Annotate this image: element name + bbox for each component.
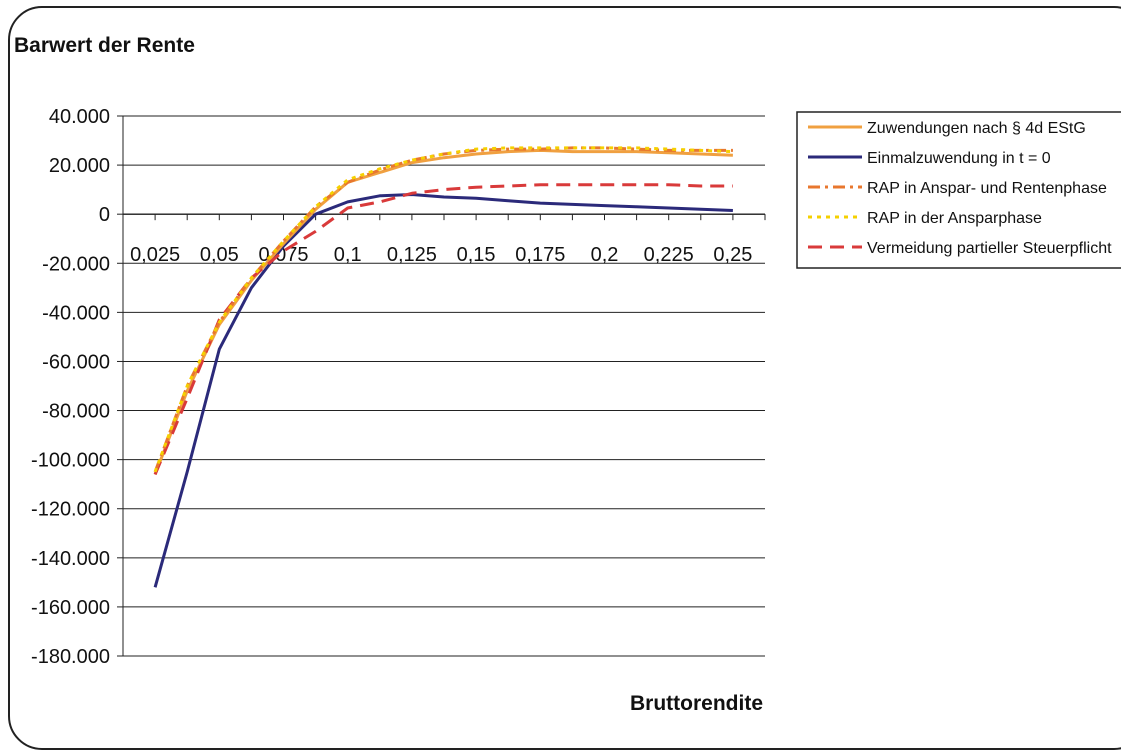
y-tick-label: -120.000: [31, 499, 110, 521]
y-tick-label: -100.000: [31, 450, 110, 472]
legend-label-4: RAP in der Ansparphase: [867, 210, 1042, 227]
x-tick-label: 0,175: [515, 244, 565, 266]
chart-title: Barwert der Rente: [14, 34, 195, 57]
x-tick-label: 0,1: [334, 244, 362, 266]
y-tick-label: 40.000: [49, 106, 110, 128]
y-tick-label: -20.000: [42, 253, 110, 275]
y-axis-labels: 40.000 20.000 0 -20.000 -40.000 -60.000 -80.00…: [31, 106, 110, 668]
x-axis-title: Bruttorendite: [630, 692, 763, 715]
series-line-1: [153, 148, 733, 475]
x-tick-label: 0,225: [644, 244, 694, 266]
y-tick-label: -180.000: [31, 646, 110, 668]
x-tick-label: 0,025: [130, 244, 180, 266]
legend-label-2: Einmalzuwendung in t = 0: [867, 150, 1051, 167]
legend-label-5: Vermeidung partieller Steuerpflicht: [867, 240, 1112, 257]
x-tick-label: 0,125: [387, 244, 437, 266]
y-tick-label: -160.000: [31, 597, 110, 619]
legend-box: [796, 111, 1121, 269]
y-tick-label: -80.000: [42, 401, 110, 423]
series-line-5: [153, 183, 733, 475]
legend-label-3: RAP in Anspar- und Rentenphase: [867, 180, 1107, 197]
y-tick-label: -140.000: [31, 548, 110, 570]
y-tick-label: -40.000: [42, 302, 110, 324]
x-tick-label: 0,05: [200, 244, 239, 266]
y-tick-label: -60.000: [42, 351, 110, 373]
x-axis: 0,025 0,05 0,075 0,1 0,125 0,15 0,175 0,2 0,225 0…: [122, 213, 766, 266]
series-line-2: [153, 193, 733, 588]
y-tick-label: 20.000: [49, 155, 110, 177]
series-line-4: [153, 146, 733, 473]
x-tick-label: 0,15: [457, 244, 496, 266]
y-tick-label: 0: [99, 204, 110, 226]
legend: Zuwendungen nach § 4d EStG Einmalzuwendun…: [796, 111, 1121, 269]
x-tick-label: 0,25: [713, 244, 752, 266]
x-tick-label: 0,2: [591, 244, 619, 266]
legend-label-1: Zuwendungen nach § 4d EStG: [867, 120, 1086, 137]
series-lines: [153, 146, 733, 588]
